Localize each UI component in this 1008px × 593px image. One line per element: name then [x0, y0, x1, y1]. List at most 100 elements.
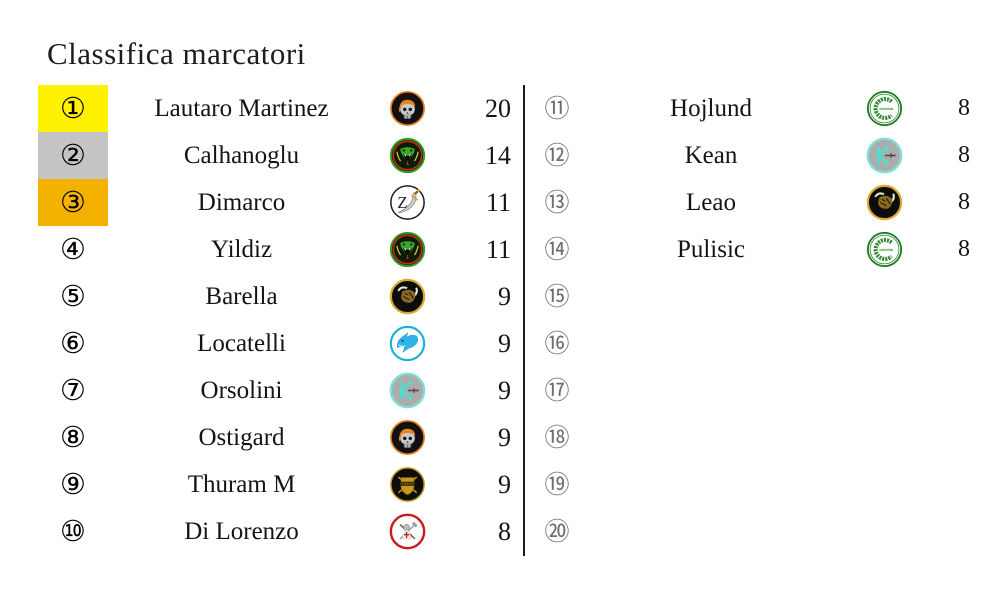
- goals-count: 9: [498, 281, 511, 311]
- rank-badge: ⑦: [38, 367, 108, 414]
- team-badge-icon: [375, 231, 439, 268]
- goals-count: 14: [485, 140, 511, 170]
- team-badge-icon: [846, 466, 922, 503]
- team-badge-icon: [375, 90, 439, 127]
- player-name: Lautaro Martinez: [154, 94, 329, 122]
- player-name: Pulisic: [676, 235, 746, 263]
- rank-number: ③: [60, 185, 86, 219]
- rank-badge: ⑩: [38, 508, 108, 555]
- right-ranking-table: ⑪ Hojlund 8 ⑫ Kean 8 ⑬ Leao 8 ⑭ Pulisic …: [538, 85, 978, 555]
- rank-badge: ⑯: [538, 320, 576, 367]
- goals-count: 20: [485, 93, 511, 123]
- rank-number: ⑫: [544, 141, 570, 170]
- rank-number: ⑤: [60, 279, 86, 313]
- player-name: Calhanoglu: [183, 141, 300, 169]
- table-row: ⑦ Orsolini 9: [38, 367, 515, 414]
- table-row: ⑫ Kean 8: [538, 132, 978, 179]
- player-name: Dimarco: [197, 188, 286, 216]
- goals-count: 8: [958, 142, 970, 168]
- rank-badge: ⑥: [38, 320, 108, 367]
- player-name: Leao: [686, 188, 736, 216]
- goals-count: 8: [958, 95, 970, 121]
- rank-number: ⑳: [544, 517, 570, 546]
- team-badge-icon: [846, 278, 922, 315]
- team-badge-icon: [846, 184, 922, 221]
- table-row: ② Calhanoglu 14: [38, 132, 515, 179]
- player-name: Orsolini: [200, 376, 283, 404]
- player-name: Di Lorenzo: [184, 517, 299, 545]
- rank-number: ⑭: [544, 235, 570, 264]
- player-name: Barella: [205, 282, 278, 310]
- player-name: Kean: [684, 141, 738, 169]
- table-row: ③ Dimarco 11: [38, 179, 515, 226]
- table-row: ⑧ Ostigard 9: [38, 414, 515, 461]
- rank-badge: ⑤: [38, 273, 108, 320]
- table-row: ⑪ Hojlund 8: [538, 85, 978, 132]
- table-row: ⑥ Locatelli 9: [38, 320, 515, 367]
- rank-badge: ⑰: [538, 367, 576, 414]
- team-badge-icon: [375, 325, 439, 362]
- table-row: ⑬ Leao 8: [538, 179, 978, 226]
- rank-badge-bronze: ③: [38, 179, 108, 226]
- rank-number: ⑬: [544, 188, 570, 217]
- player-name: Ostigard: [198, 423, 285, 451]
- rank-badge: ⑱: [538, 414, 576, 461]
- team-badge-icon: [375, 466, 439, 503]
- rank-badge: ⑮: [538, 273, 576, 320]
- rank-number: ⑯: [544, 329, 570, 358]
- table-row: ⑱: [538, 414, 978, 461]
- player-name: Yildiz: [210, 235, 273, 263]
- table-row: ⑤ Barella 9: [38, 273, 515, 320]
- rank-number: ⑩: [60, 514, 86, 548]
- table-row: ⑯: [538, 320, 978, 367]
- goals-count: 8: [498, 516, 511, 546]
- table-row: ⑲: [538, 461, 978, 508]
- table-row: ⑨ Thuram M 9: [38, 461, 515, 508]
- goals-count: 9: [498, 422, 511, 452]
- player-name: Locatelli: [197, 329, 286, 357]
- left-ranking-table: ① Lautaro Martinez 20 ② Calhanoglu 14 ③ …: [38, 85, 515, 555]
- page-title: Classifica marcatori: [47, 36, 306, 71]
- goals-count: 11: [485, 187, 511, 217]
- rank-number: ⑥: [60, 326, 86, 360]
- team-badge-icon: [846, 325, 922, 362]
- player-name: Hojlund: [670, 94, 752, 122]
- table-row: ⑮: [538, 273, 978, 320]
- table-row: ① Lautaro Martinez 20: [38, 85, 515, 132]
- goals-count: 9: [498, 469, 511, 499]
- rank-badge: ⑳: [538, 508, 576, 555]
- team-badge-icon: [846, 372, 922, 409]
- rank-number: ⑪: [544, 94, 570, 123]
- table-row: ④ Yildiz 11: [38, 226, 515, 273]
- rank-badge: ⑪: [538, 85, 576, 132]
- team-badge-icon: [375, 372, 439, 409]
- goals-count: 8: [958, 236, 970, 262]
- goals-count: 8: [958, 189, 970, 215]
- rank-badge: ④: [38, 226, 108, 273]
- rank-number: ②: [60, 138, 86, 172]
- rank-badge: ⑨: [38, 461, 108, 508]
- team-badge-icon: [375, 419, 439, 456]
- table-row: ⑰: [538, 367, 978, 414]
- rank-badge: ⑫: [538, 132, 576, 179]
- team-badge-icon: [375, 513, 439, 550]
- team-badge-icon: [846, 90, 922, 127]
- team-badge-icon: [375, 137, 439, 174]
- rank-badge: ⑧: [38, 414, 108, 461]
- goals-count: 9: [498, 328, 511, 358]
- rank-badge-gold: ①: [38, 85, 108, 132]
- goals-count: 9: [498, 375, 511, 405]
- rank-number: ①: [60, 91, 86, 125]
- team-badge-icon: [846, 231, 922, 268]
- team-badge-icon: [375, 278, 439, 315]
- team-badge-icon: [375, 184, 439, 221]
- team-badge-icon: [846, 137, 922, 174]
- rank-number: ⑧: [60, 420, 86, 454]
- rank-number: ⑮: [544, 282, 570, 311]
- column-divider: [523, 85, 525, 556]
- rank-number: ⑲: [544, 470, 570, 499]
- rank-badge: ⑬: [538, 179, 576, 226]
- rank-number: ⑰: [544, 376, 570, 405]
- rank-number: ⑦: [60, 373, 86, 407]
